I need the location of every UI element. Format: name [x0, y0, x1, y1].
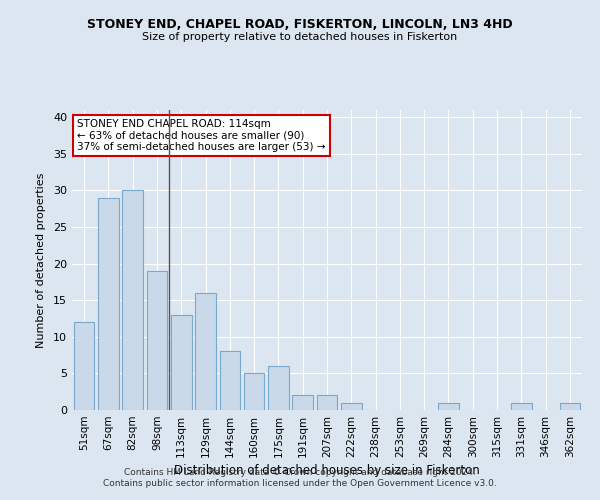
Text: STONEY END CHAPEL ROAD: 114sqm
← 63% of detached houses are smaller (90)
37% of : STONEY END CHAPEL ROAD: 114sqm ← 63% of …	[77, 119, 326, 152]
Bar	[98, 198, 119, 410]
Bar	[560, 402, 580, 410]
Y-axis label: Number of detached properties: Number of detached properties	[36, 172, 46, 348]
Bar	[122, 190, 143, 410]
Bar	[438, 402, 459, 410]
Bar	[146, 271, 167, 410]
Bar	[244, 374, 265, 410]
Text: Contains HM Land Registry data © Crown copyright and database right 2024.
Contai: Contains HM Land Registry data © Crown c…	[103, 468, 497, 487]
Bar	[171, 315, 191, 410]
Bar	[268, 366, 289, 410]
Bar	[220, 352, 240, 410]
Bar	[195, 293, 216, 410]
Bar	[511, 402, 532, 410]
Bar	[341, 402, 362, 410]
Bar	[317, 396, 337, 410]
Text: STONEY END, CHAPEL ROAD, FISKERTON, LINCOLN, LN3 4HD: STONEY END, CHAPEL ROAD, FISKERTON, LINC…	[87, 18, 513, 30]
X-axis label: Distribution of detached houses by size in Fiskerton: Distribution of detached houses by size …	[174, 464, 480, 477]
Bar	[74, 322, 94, 410]
Text: Size of property relative to detached houses in Fiskerton: Size of property relative to detached ho…	[142, 32, 458, 42]
Bar	[292, 396, 313, 410]
